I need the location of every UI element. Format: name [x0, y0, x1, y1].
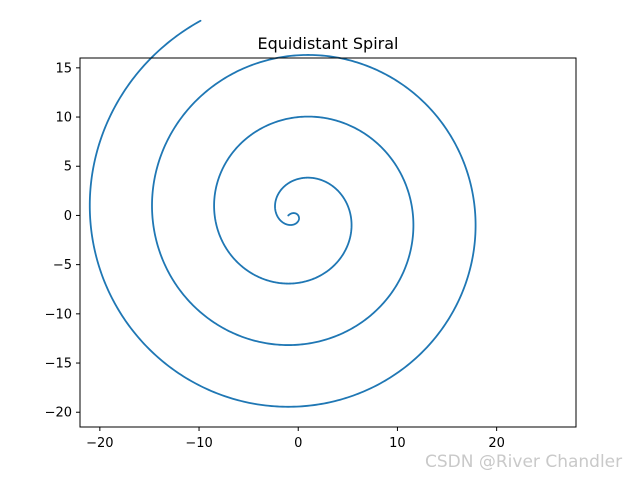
y-tick-label: −10: [45, 307, 72, 322]
spiral-line: [88, 19, 477, 408]
y-tick-label: 10: [55, 111, 72, 126]
y-tick-label: 15: [55, 61, 72, 76]
y-tick-label: −20: [45, 406, 72, 421]
chart-title: Equidistant Spiral: [258, 34, 399, 53]
watermark-text: CSDN @River Chandler: [425, 452, 623, 472]
x-tick-label: −10: [185, 436, 212, 451]
x-tick-label: −20: [86, 436, 113, 451]
x-tick-label: 20: [488, 436, 505, 451]
x-tick-label: 0: [294, 436, 302, 451]
y-tick-label: 0: [64, 209, 72, 224]
y-tick-label: −5: [53, 258, 72, 273]
y-tick-label: −15: [45, 357, 72, 372]
axes-frame: [79, 57, 577, 428]
x-tick-label: 10: [389, 436, 406, 451]
plot-area: −20 −10 0 10 20 15 10 5 0 −5 −10 −15 −20: [45, 19, 577, 451]
y-tick-label: 5: [64, 160, 72, 175]
